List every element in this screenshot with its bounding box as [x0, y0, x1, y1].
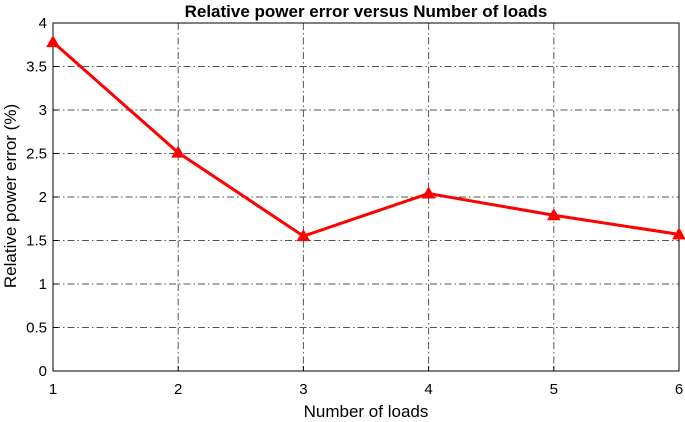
data-point-marker: [171, 145, 186, 158]
x-tick-label: 1: [49, 381, 57, 398]
y-tick-label: 4: [39, 15, 47, 32]
chart-title: Relative power error versus Number of lo…: [185, 2, 548, 21]
x-tick-label: 6: [675, 381, 683, 398]
data-point-marker: [672, 227, 685, 240]
series-line: [52, 41, 680, 238]
x-tick-label: 3: [299, 381, 307, 398]
x-tick-label: 4: [424, 381, 432, 398]
data-point-marker: [46, 35, 60, 48]
axis-ticks: 1 2 3 4 5 6 0 0.5 1 1.5 2 2.5 3 3.5 4: [26, 15, 683, 398]
data-point-marker: [296, 229, 311, 242]
y-tick-label: 2.5: [26, 146, 47, 163]
y-tick-label: 3: [39, 102, 47, 119]
data-series: [46, 35, 685, 242]
grid-lines: [53, 23, 679, 371]
y-tick-label: 0: [39, 363, 47, 380]
y-tick-label: 1.5: [26, 233, 47, 250]
y-tick-label: 2: [39, 189, 47, 206]
data-point-marker: [546, 208, 561, 221]
x-tick-label: 2: [174, 381, 182, 398]
x-tick-label: 5: [550, 381, 558, 398]
x-axis-title: Number of loads: [304, 402, 429, 421]
data-point-marker: [421, 186, 436, 199]
y-tick-label: 1: [39, 276, 47, 293]
y-tick-label: 0.5: [26, 320, 47, 337]
y-tick-label: 3.5: [26, 59, 47, 76]
y-axis-title: Relative power error (%): [1, 104, 20, 288]
